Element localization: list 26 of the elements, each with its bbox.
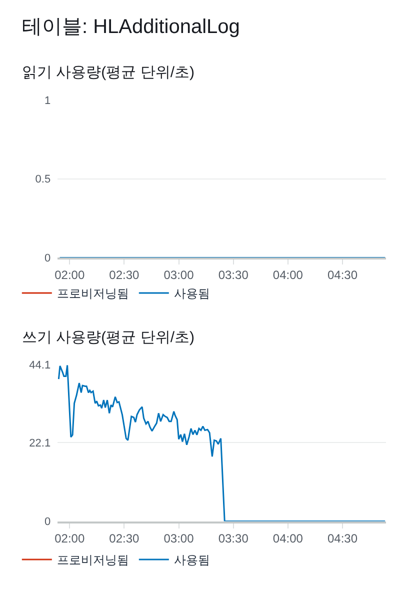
line-series [58, 364, 386, 522]
chart-title: 쓰기 사용량(평균 단위/초) [22, 329, 194, 346]
y-tick-label: 22.1 [29, 438, 51, 450]
x-tick-label: 03:00 [164, 532, 194, 546]
text: 테이블: HLAdditionalLog [22, 16, 240, 38]
x-tick-label: 02:00 [54, 268, 85, 282]
legend-label: 사용됨 [174, 286, 210, 301]
x-tick-label: 04:30 [328, 268, 358, 282]
x-tick-label: 03:30 [218, 268, 249, 282]
legend-label: 사용됨 [174, 553, 210, 568]
chart-title: 읽기 사용량(평균 단위/초) [22, 64, 194, 81]
y-tick-label: 0 [44, 252, 51, 265]
x-tick-label: 04:30 [328, 532, 358, 546]
x-tick-label: 02:00 [54, 532, 85, 546]
y-tick-label: 44.1 [29, 359, 51, 372]
y-tick-label: 0.5 [35, 174, 51, 186]
x-tick-label: 03:00 [164, 268, 194, 282]
x-tick-label: 04:00 [272, 268, 304, 282]
legend-label: 프로비저닝됨 [56, 286, 129, 301]
x-tick-label: 04:00 [272, 532, 304, 546]
x-tick-label: 02:30 [109, 268, 140, 282]
y-tick-label: 0 [44, 516, 51, 528]
x-tick-label: 02:30 [109, 532, 140, 546]
y-tick-label: 1 [44, 94, 51, 107]
x-tick-label: 03:30 [218, 532, 249, 546]
legend-label: 프로비저닝됨 [56, 553, 129, 568]
